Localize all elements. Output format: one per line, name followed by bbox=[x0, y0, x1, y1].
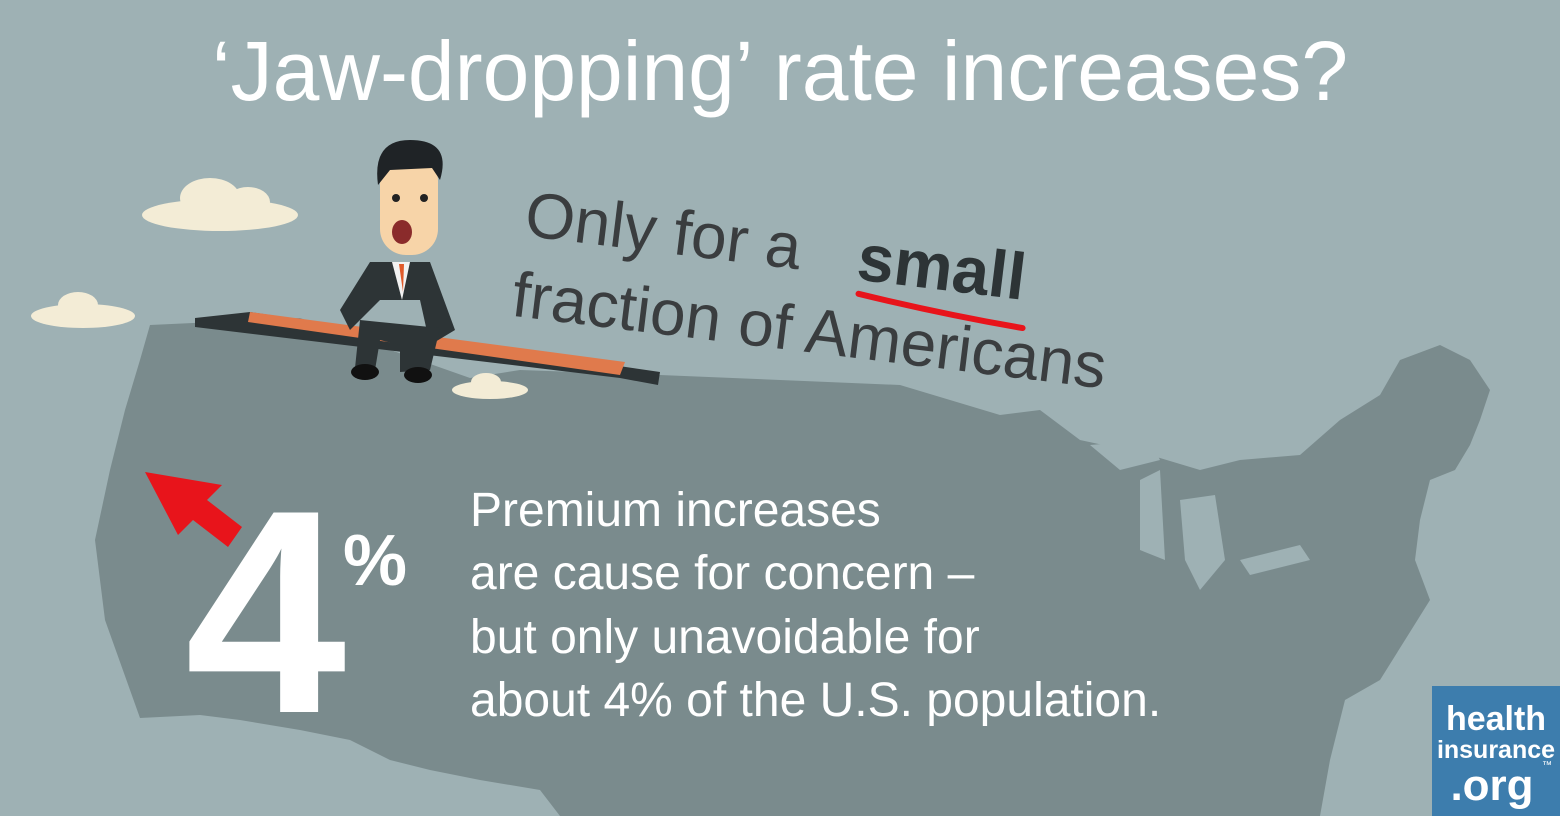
body-line: but only unavoidable for bbox=[470, 611, 980, 664]
logo-text: insurance bbox=[1437, 736, 1555, 764]
logo: health insurance .org ™ bbox=[1432, 686, 1560, 816]
clouds bbox=[31, 178, 528, 399]
great-lakes bbox=[1090, 440, 1310, 590]
stat-number: 4 bbox=[185, 450, 348, 774]
us-map bbox=[95, 318, 1490, 816]
body-line: Premium increases bbox=[470, 484, 881, 537]
body-line: about 4% of the U.S. population. bbox=[470, 674, 1161, 727]
body: Premium increases are cause for concern … bbox=[470, 484, 1161, 727]
businessman bbox=[340, 140, 455, 383]
arrow bbox=[145, 472, 242, 547]
logo-text: health bbox=[1446, 700, 1546, 738]
stat-unit: % bbox=[343, 521, 407, 601]
logo-text: .org bbox=[1450, 761, 1533, 810]
logo-box bbox=[1432, 686, 1560, 816]
underline bbox=[855, 290, 1026, 332]
logo-mark: ™ bbox=[1542, 760, 1552, 771]
body-line: are cause for concern – bbox=[470, 547, 975, 600]
title: ‘Jaw-dropping’ rate increases? bbox=[212, 24, 1348, 118]
